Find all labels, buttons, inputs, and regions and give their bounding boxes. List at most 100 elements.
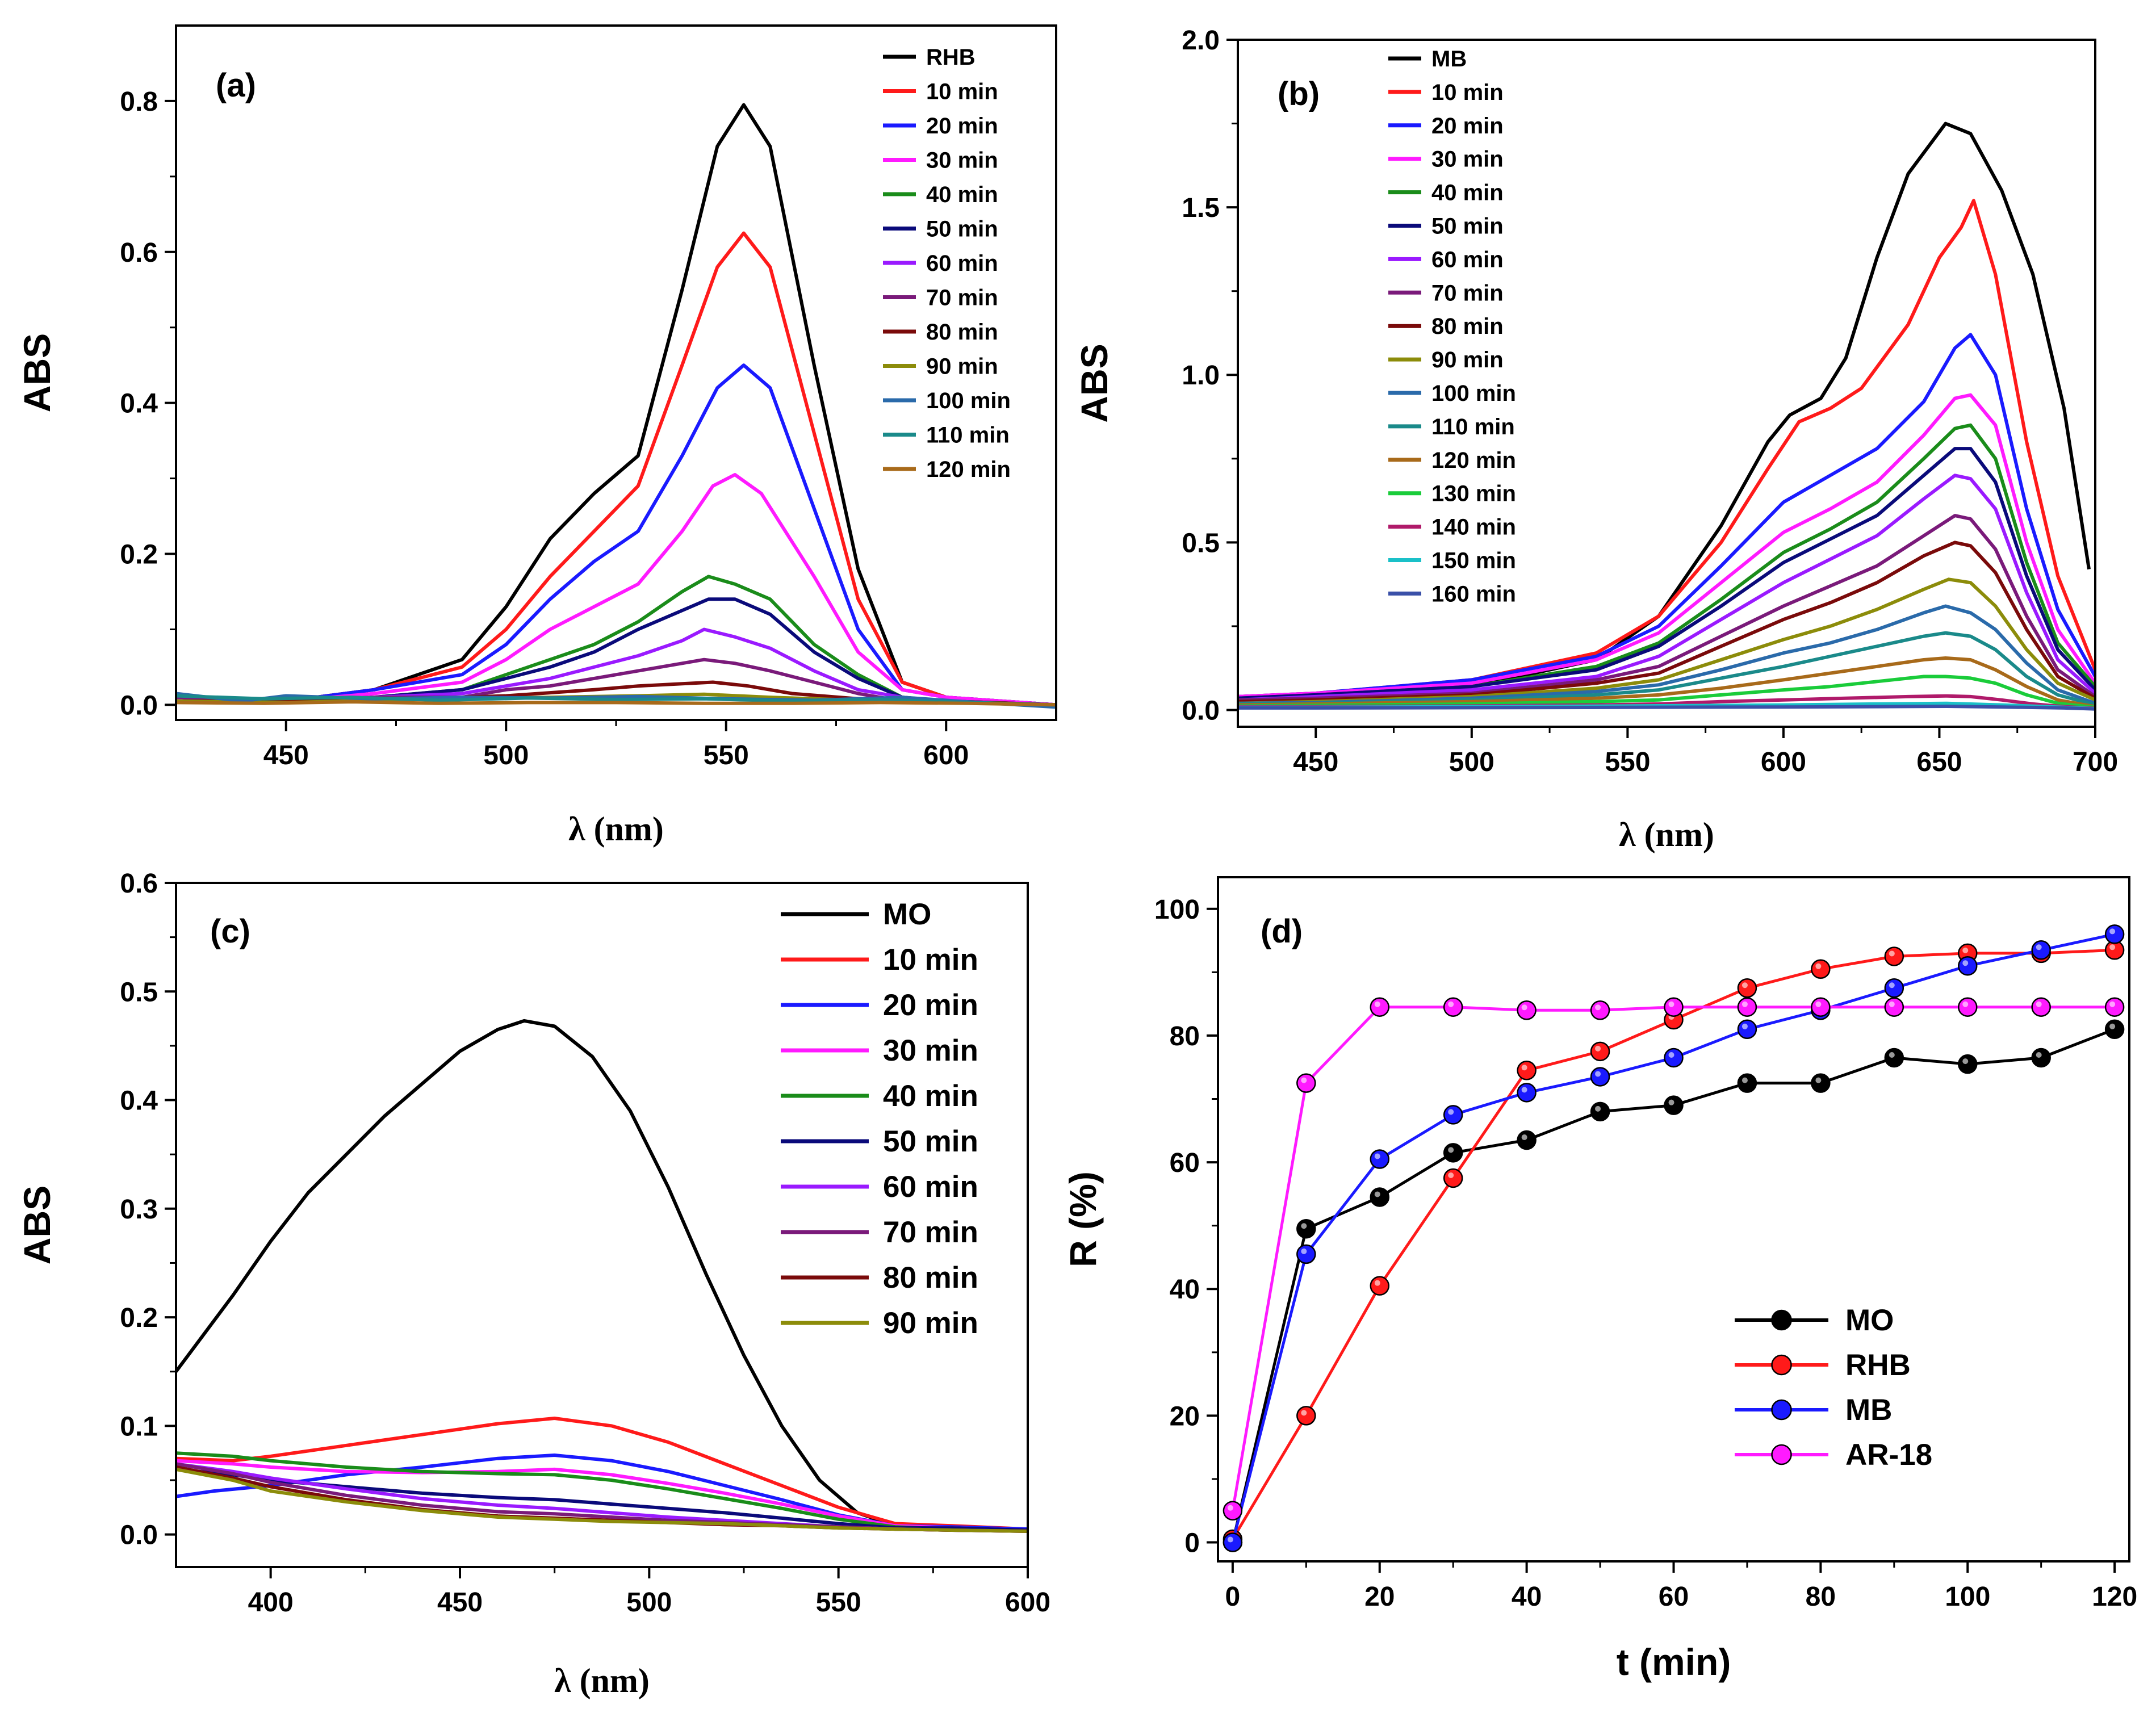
data-point xyxy=(1590,1067,1610,1087)
data-point-highlight xyxy=(1521,1004,1527,1011)
data-point xyxy=(1811,997,1831,1017)
panel-2: 400 450 500 550 600 0.0 0.1 0.2 0.3 0.4 0.5 0.6 ABS λ… xyxy=(16,869,1050,1699)
data-point xyxy=(1370,997,1390,1017)
series-line xyxy=(1238,656,2095,709)
data-point xyxy=(1370,1187,1390,1207)
data-point-highlight xyxy=(1962,960,1969,966)
panel-label: (b) xyxy=(1278,76,1320,112)
data-point xyxy=(1811,1073,1831,1093)
x-axis-title: t (min) xyxy=(1617,1641,1731,1683)
data-point-highlight xyxy=(1962,947,1969,953)
legend-label: 160 min xyxy=(1431,581,1516,606)
data-point-highlight xyxy=(1301,1223,1307,1229)
legend-label: MB xyxy=(1845,1393,1892,1427)
data-point-highlight xyxy=(1668,1099,1674,1105)
data-point xyxy=(1664,1048,1684,1068)
legend-label: 70 min xyxy=(926,286,998,311)
y-tick-label: 100 xyxy=(1154,895,1200,925)
legend-label: 90 min xyxy=(1431,347,1504,372)
data-point-highlight xyxy=(1668,1052,1674,1058)
data-point-highlight xyxy=(1889,1052,1895,1058)
legend-label: 60 min xyxy=(926,251,998,276)
data-point xyxy=(2104,997,2125,1017)
series-line xyxy=(176,363,1056,707)
x-tick-label: 650 xyxy=(1916,747,1962,777)
data-point xyxy=(1296,1073,1316,1093)
y-tick-label: 0.0 xyxy=(1182,696,1220,726)
x-tick-label: 550 xyxy=(816,1587,861,1618)
legend-label: 60 min xyxy=(1431,247,1504,272)
x-tick-label: 550 xyxy=(704,740,749,770)
legend-label: 50 min xyxy=(883,1125,978,1158)
data-point xyxy=(1811,959,1831,979)
y-tick-label: 0.2 xyxy=(120,1303,158,1333)
series-line xyxy=(1238,604,2095,705)
series-line xyxy=(1238,447,2095,700)
x-tick-label: 700 xyxy=(2073,747,2118,777)
series-line xyxy=(1238,675,2095,709)
data-point-highlight xyxy=(2109,1023,2116,1029)
series-group xyxy=(176,103,1056,709)
x-tick-label: 500 xyxy=(483,740,529,770)
series-line xyxy=(1238,514,2095,702)
data-point-highlight xyxy=(2109,1001,2116,1007)
x-tick-label: 120 xyxy=(2092,1582,2137,1612)
series-line xyxy=(1231,1006,2115,1511)
legend-label: RHB xyxy=(1845,1348,1911,1382)
data-point xyxy=(1296,1406,1316,1426)
legend-marker xyxy=(1771,1444,1792,1465)
panel-1: 450 500 550 600 650 700 0.0 0.5 1.0 1.5 2.0 ABS λ (n… xyxy=(1073,26,2118,853)
data-point xyxy=(1296,1218,1316,1239)
data-point-highlight xyxy=(1521,1134,1527,1141)
legend-label: 40 min xyxy=(1431,181,1504,206)
data-point-highlight xyxy=(1521,1065,1527,1071)
legend-label: 10 min xyxy=(883,943,978,977)
data-point-highlight xyxy=(1448,1109,1454,1115)
legend-marker xyxy=(1771,1354,1792,1376)
data-point xyxy=(1590,1041,1610,1062)
x-axis-title: λ (nm) xyxy=(1619,816,1714,853)
y-tick-label: 60 xyxy=(1170,1148,1200,1178)
legend-label: 90 min xyxy=(883,1306,978,1340)
y-tick-label: 40 xyxy=(1170,1275,1200,1305)
x-tick-label: 450 xyxy=(1293,747,1338,777)
data-point-highlight xyxy=(1815,963,1822,969)
legend-label: MO xyxy=(1845,1304,1894,1337)
legend-label: 130 min xyxy=(1431,481,1516,506)
y-tick-label: 1.0 xyxy=(1182,361,1220,391)
legend-label: MB xyxy=(1431,47,1467,72)
data-point-highlight xyxy=(1374,1191,1380,1197)
data-point xyxy=(1957,997,1978,1017)
series-line xyxy=(176,1451,1028,1532)
series-group xyxy=(1238,122,2095,711)
y-tick-label: 0.0 xyxy=(120,1520,158,1551)
data-point-highlight xyxy=(1595,1071,1601,1077)
data-point xyxy=(1957,956,1978,976)
series-line xyxy=(176,692,1056,709)
y-tick-label: 0.2 xyxy=(120,540,158,570)
data-point-highlight xyxy=(1595,1004,1601,1011)
panel-3: 0 20 40 60 80 100 120 0 20 40 60 80 100 R (%) t (min) (… xyxy=(1062,876,2137,1683)
panel-label: (d) xyxy=(1261,913,1303,950)
legend-label: 50 min xyxy=(926,217,998,242)
data-point-highlight xyxy=(2036,1052,2042,1058)
data-point-highlight xyxy=(1374,1153,1380,1159)
y-tick-label: 1.5 xyxy=(1182,193,1220,223)
series-line xyxy=(1238,474,2095,702)
x-tick-label: 450 xyxy=(437,1587,483,1618)
legend-label: 20 min xyxy=(1431,114,1504,139)
legend-label: 40 min xyxy=(883,1079,978,1113)
data-point xyxy=(2031,997,2051,1017)
y-axis-title: R (%) xyxy=(1062,1171,1104,1267)
data-point xyxy=(1223,1532,1243,1552)
panel-label: (a) xyxy=(216,67,256,104)
legend-label: 120 min xyxy=(1431,448,1516,473)
series-line xyxy=(176,1019,1028,1533)
x-tick-label: 100 xyxy=(1945,1582,1990,1612)
series-line xyxy=(1238,631,2095,707)
data-point-highlight xyxy=(1448,1147,1454,1153)
x-tick-label: 450 xyxy=(263,740,309,770)
legend-marker xyxy=(1771,1399,1792,1421)
data-point xyxy=(1590,1000,1610,1020)
